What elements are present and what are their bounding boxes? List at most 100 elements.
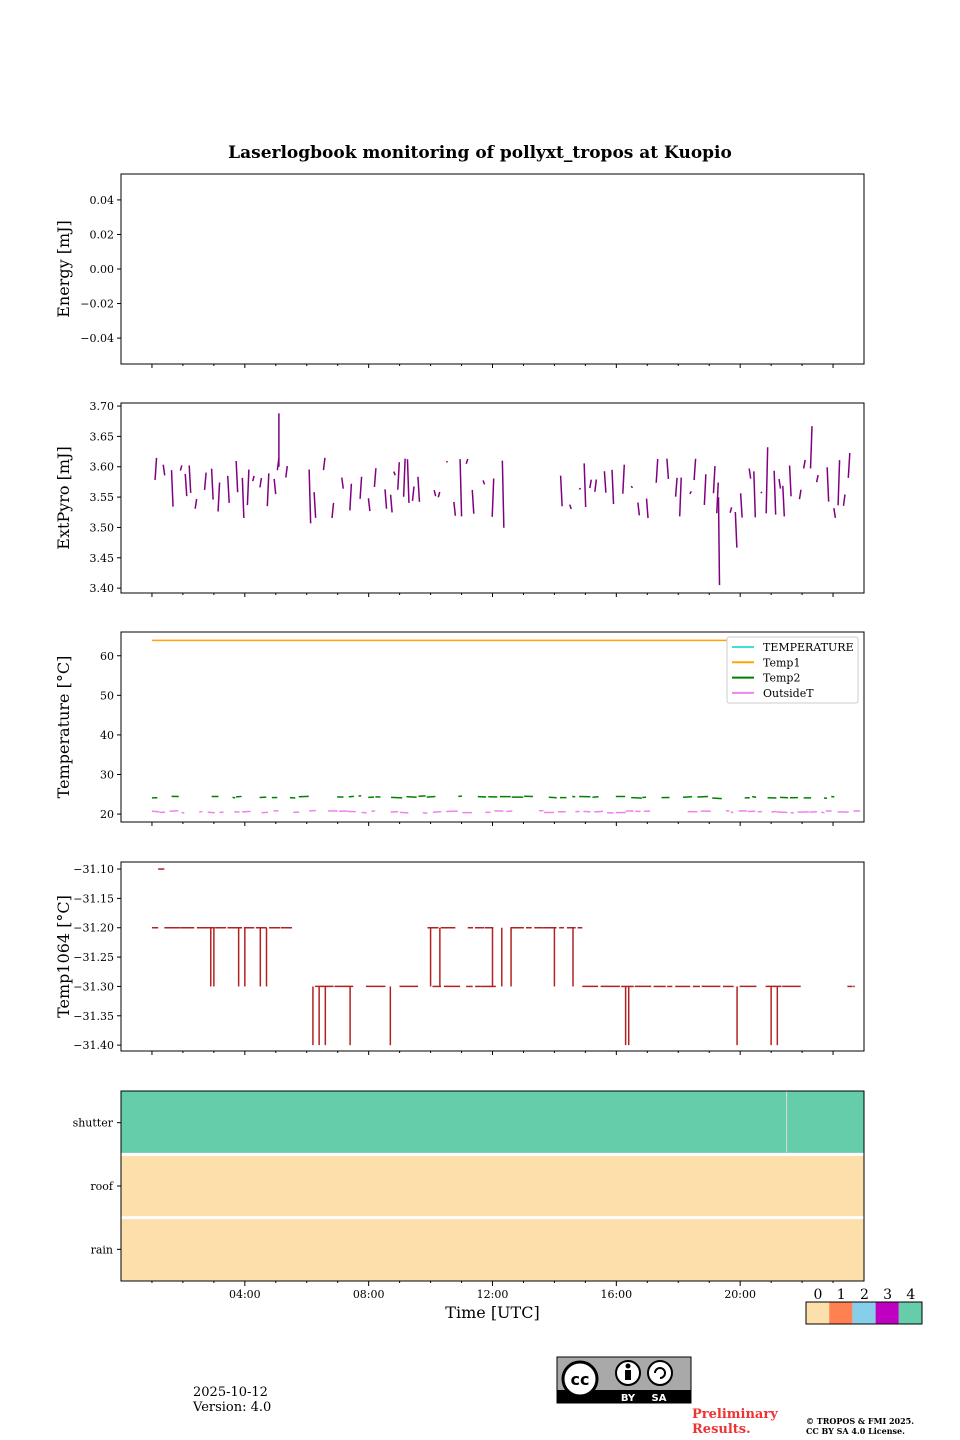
status-xtick-label: 16:00 [600, 1288, 632, 1301]
status-row-shutter [121, 1091, 864, 1155]
extpyro-segment [753, 471, 757, 518]
outsidet-series [151, 809, 861, 814]
extpyro-segment [251, 475, 255, 482]
temp1064-ytick-label: −31.15 [73, 892, 114, 905]
extpyro-segment [655, 458, 659, 483]
by-label: BY [621, 1393, 636, 1404]
extpyro-ytick-label: 3.45 [90, 552, 115, 565]
extpyro-segment [331, 502, 335, 519]
extpyro-segment [203, 472, 207, 491]
energy-ytick-label: 0.00 [90, 263, 115, 276]
temperature-legend: TEMPERATURE Temp1 Temp2 OutsideT [726, 636, 859, 704]
extpyro-segment [674, 477, 678, 497]
extpyro-segment [603, 471, 607, 493]
outsidet-segment [730, 811, 734, 814]
status-row-label: rain [91, 1243, 113, 1256]
energy-ytick-label: −0.04 [80, 332, 114, 345]
energy-ytick-label: 0.02 [90, 228, 115, 241]
temp2-series [151, 795, 835, 800]
extpyro-min-spike [717, 497, 721, 586]
colorbar-cell-4 [898, 1302, 922, 1324]
extpyro-segment [826, 467, 830, 502]
legend-label: Temp1 [763, 656, 800, 669]
energy-ytick-label: −0.02 [80, 298, 114, 311]
chart-title: Laserlogbook monitoring of pollyxt_tropo… [228, 143, 732, 163]
extpyro-segment [217, 482, 221, 512]
extpyro-segment [482, 480, 486, 485]
extpyro-segment [501, 460, 505, 528]
extpyro-segment [559, 475, 563, 507]
footer-date: 2025-10-12 [193, 1385, 268, 1400]
extpyro-segment [359, 476, 363, 499]
legend-label: OutsideT [763, 687, 814, 700]
panels: 0.04 0.02 0.00 −0.02 −0.04 Energy [mJ] 3.70 3.6… [54, 173, 865, 1322]
extpyro-segment [389, 494, 393, 513]
temp1064-ylabel: Temp1064 [°C] [54, 895, 73, 1018]
extpyro-segment [589, 479, 593, 489]
extpyro-segment [703, 474, 707, 505]
extpyro-segment [815, 474, 819, 483]
temp1064-ytick-label: −31.35 [73, 1010, 114, 1023]
results-label: Results. [692, 1422, 751, 1437]
extpyro-segment [453, 501, 457, 516]
extpyro-segment [184, 473, 188, 497]
extpyro-segment [322, 457, 326, 471]
temp1064-series [151, 868, 855, 1046]
colorbar-cell-1 [829, 1302, 853, 1324]
extpyro-segment [842, 494, 846, 506]
temp1064-ytick-label: −31.20 [73, 922, 114, 935]
extpyro-segment [341, 477, 345, 489]
temp1064-ytick-label: −31.40 [73, 1039, 114, 1052]
extpyro-ytick-label: 3.40 [90, 582, 115, 595]
extpyro-segment [188, 465, 192, 493]
extpyro-segment [716, 482, 720, 514]
energy-ylabel: Energy [mJ] [54, 220, 73, 318]
extpyro-segment [666, 458, 670, 480]
outsidet-segment [361, 811, 367, 814]
extpyro-segment [689, 490, 692, 495]
colorbar-tick-label: 0 [814, 1287, 823, 1303]
extpyro-segment [809, 426, 813, 469]
outsidet-segment [181, 811, 185, 814]
status-row-rain [121, 1217, 864, 1281]
status-row-label: roof [90, 1180, 114, 1193]
extpyro-segment [782, 485, 786, 517]
colorbar-cell-2 [852, 1302, 876, 1324]
sa-label: SA [652, 1393, 667, 1404]
extpyro-series [154, 413, 851, 586]
temperature-ytick-label: 60 [100, 650, 114, 663]
extpyro-ylabel: ExtPyro [mJ] [54, 446, 73, 549]
extpyro-segment [729, 507, 733, 513]
extpyro-segment [273, 478, 277, 495]
extpyro-segment [712, 466, 716, 494]
extpyro-segment [226, 475, 230, 503]
extpyro-segment [402, 458, 406, 497]
extpyro-segment [739, 493, 743, 518]
extpyro-segment [788, 465, 792, 497]
extpyro-ytick-label: 3.60 [90, 461, 115, 474]
extpyro-segment [170, 470, 174, 507]
legend-label: TEMPERATURE [763, 641, 854, 654]
outsidet-segment [776, 811, 788, 814]
extpyro-segment [373, 468, 377, 487]
extpyro-segment [393, 471, 396, 476]
status-panel: shutter roof rain 04:00 08:00 12:00 16:00 20:00… [73, 1090, 865, 1322]
colorbar-cell-0 [806, 1302, 830, 1324]
legend-label: Temp2 [763, 672, 800, 685]
extpyro-segment [637, 502, 641, 516]
preliminary-label: Preliminary [692, 1407, 778, 1422]
extpyro-segment [833, 508, 837, 519]
extpyro-segment [384, 489, 388, 509]
cc-label: cc [571, 1370, 590, 1389]
extpyro-ytick-label: 3.55 [90, 491, 115, 504]
extpyro-segment [611, 469, 615, 505]
extpyro-segment [235, 460, 239, 493]
temp2-segment [426, 795, 436, 798]
extpyro-segment [285, 465, 289, 478]
extpyro-segment [645, 498, 649, 519]
x-axis-label: Time [UTC] [445, 1303, 539, 1322]
extpyro-segment [241, 477, 245, 519]
status-row-roof [121, 1154, 864, 1218]
extpyro-segment [411, 486, 415, 501]
extpyro-segment [578, 487, 582, 490]
